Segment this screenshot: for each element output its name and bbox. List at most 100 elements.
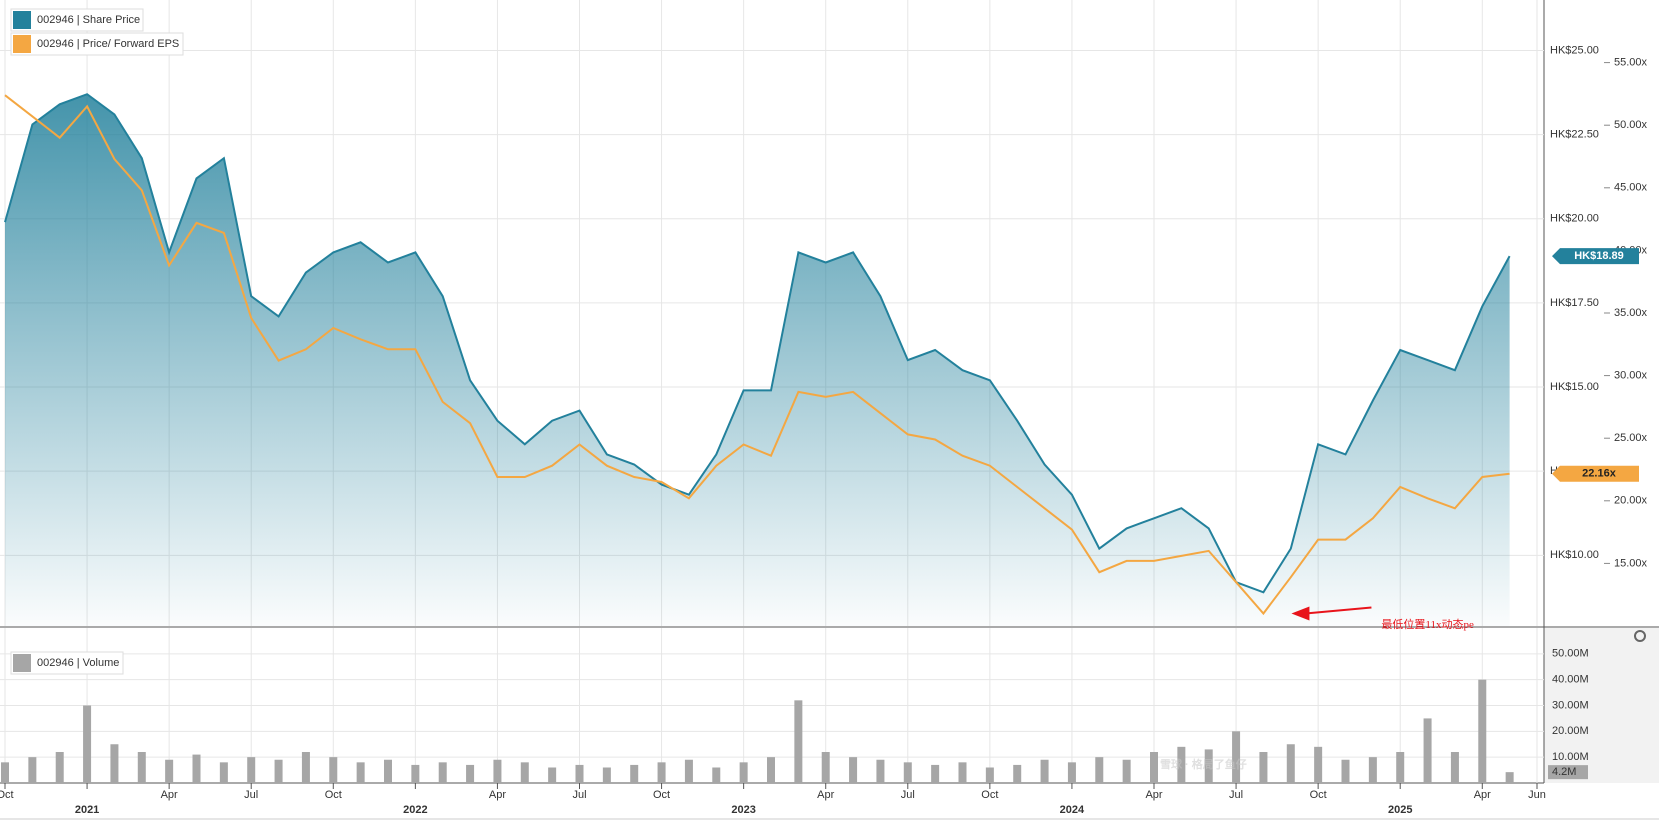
volume-bar — [1232, 731, 1241, 783]
volume-bar — [1013, 764, 1022, 783]
x-month-label: Oct — [981, 789, 998, 801]
volume-bar — [931, 764, 940, 783]
legend-swatch — [13, 654, 31, 672]
watermark: 雪球 · 格局了鱼仔 — [1160, 757, 1247, 771]
volume-bar — [356, 762, 365, 783]
y2-tick-label: 50.00x — [1614, 119, 1648, 131]
volume-bar — [903, 762, 912, 783]
series-line — [4, 94, 1510, 616]
legend-swatch — [13, 35, 31, 53]
volume-bar — [767, 757, 775, 783]
axis-strip — [1544, 628, 1659, 783]
legend-swatch — [13, 11, 31, 29]
y-tick-label: HK$22.50 — [1550, 129, 1599, 141]
y-tick-label: 30.00M — [1552, 699, 1589, 711]
volume-bar — [493, 759, 502, 783]
volume-bar — [1259, 752, 1268, 783]
volume-bar — [1067, 762, 1076, 783]
volume-bar — [849, 757, 858, 783]
y-tick-label: HK$25.00 — [1550, 44, 1599, 56]
volume-bar — [575, 764, 584, 783]
volume-bar — [329, 757, 338, 783]
volume-bar — [247, 757, 256, 783]
gear[interactable] — [1634, 630, 1646, 642]
x-year-label: 2023 — [731, 804, 755, 816]
volume-bar — [821, 752, 830, 783]
x-month-label: Jun — [1528, 789, 1546, 801]
volume-bar — [55, 752, 64, 783]
y-tick-label: HK$10.00 — [1550, 549, 1599, 561]
y2-tick-label: 15.00x — [1614, 557, 1648, 569]
x-month-label: Jul — [1229, 789, 1243, 801]
volume-bar — [411, 764, 420, 783]
x-month-label: Apr — [489, 789, 506, 801]
x-month-label: Oct — [0, 789, 14, 801]
last-volume-label: 4.2M — [1552, 766, 1576, 778]
volume-bar — [876, 759, 885, 783]
volume-bar — [1122, 759, 1131, 783]
x-month-label: Jul — [572, 789, 586, 801]
volume-bar — [602, 767, 611, 783]
volume-bar — [1368, 757, 1377, 783]
legend-box — [10, 8, 144, 32]
volume-bar — [1423, 718, 1432, 783]
volume-bar — [684, 759, 693, 783]
y-tick-label: 50.00M — [1552, 648, 1589, 660]
x-month-label: Apr — [817, 789, 834, 801]
volume-bar — [1095, 757, 1104, 783]
x-year-label: 2025 — [1388, 804, 1412, 816]
y2-tick-label: 35.00x — [1614, 307, 1648, 319]
volume-bar — [110, 744, 119, 783]
volume-bar — [165, 759, 174, 783]
volume-bar — [438, 762, 447, 783]
y2-tick-label: 20.00x — [1614, 495, 1648, 507]
annotation-text: 最低位置11x动态pe — [1381, 617, 1474, 631]
x-month-label: Oct — [1310, 789, 1327, 801]
x-year-label: 2022 — [403, 804, 427, 816]
volume-bar — [1314, 746, 1323, 783]
x-year-label: 2021 — [75, 804, 99, 816]
volume-bar — [1150, 752, 1158, 783]
volume-bar — [274, 759, 283, 783]
x-month-label: Apr — [1474, 789, 1491, 801]
last-value-tag — [1552, 465, 1639, 482]
volume-bar — [1204, 749, 1213, 783]
volume-bar — [83, 705, 92, 783]
y-tick-label: HK$20.00 — [1550, 213, 1599, 225]
x-month-label: Apr — [161, 789, 178, 801]
volume-bar — [520, 762, 529, 783]
last-value-label: HK$18.89 — [1574, 250, 1624, 262]
volume-bar — [384, 759, 392, 783]
volume-bar — [219, 762, 228, 783]
volume-bar — [1505, 772, 1514, 783]
volume-bar — [301, 752, 310, 783]
series-line — [4, 93, 1511, 594]
volume-bar — [985, 767, 994, 783]
y2-tick-label: 45.00x — [1614, 182, 1648, 194]
volume-bar — [1286, 744, 1295, 783]
gear-icon[interactable] — [1634, 630, 1646, 642]
volume-bar — [1341, 759, 1350, 783]
volume-bar — [739, 762, 748, 783]
x-month-label: Oct — [653, 789, 670, 801]
y2-tick-label: 25.00x — [1614, 432, 1648, 444]
y-tick-label: 40.00M — [1552, 674, 1589, 686]
y-tick-label: 20.00M — [1552, 725, 1589, 737]
volume-bar — [1, 762, 9, 783]
volume-bar — [466, 764, 475, 783]
volume-bar — [1177, 746, 1186, 783]
x-year-label: 2024 — [1060, 804, 1085, 816]
legend-label: 002946 | Share Price — [37, 14, 140, 26]
volume-bar — [192, 754, 201, 783]
y-tick-label: HK$17.50 — [1550, 297, 1599, 309]
x-month-label: Jul — [244, 789, 258, 801]
volume-bar — [1396, 752, 1405, 783]
volume-bar — [28, 757, 37, 783]
x-month-label: Apr — [1145, 789, 1162, 801]
y-tick-label: 10.00M — [1552, 751, 1589, 763]
price-area — [5, 94, 1510, 626]
last-value-tag — [1552, 248, 1639, 265]
volume-bar — [794, 700, 803, 783]
